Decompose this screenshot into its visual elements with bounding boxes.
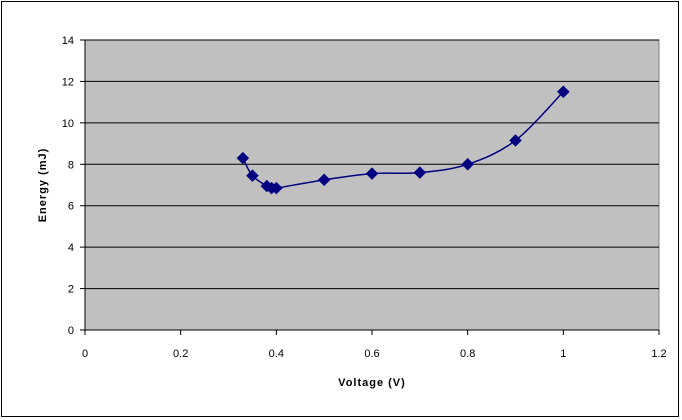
x-tick-label: 0.4	[269, 348, 284, 360]
x-axis-title: Voltage (V)	[338, 377, 406, 389]
plot-area	[84, 39, 660, 331]
x-tick-label: 1	[560, 348, 566, 360]
y-tick-label: 2	[68, 284, 74, 296]
data-point-marker	[461, 157, 475, 171]
data-point-marker	[236, 151, 250, 165]
gridlines	[85, 39, 659, 290]
y-tick-label: 12	[62, 76, 74, 88]
x-tick-label: 0.2	[173, 348, 188, 360]
y-axis-title: Energy (mJ)	[37, 148, 49, 223]
data-point-marker	[246, 169, 259, 183]
y-axis-ticks: 0 2 4 6 8 10 12 14	[62, 35, 85, 337]
y-tick-label: 8	[68, 159, 74, 171]
x-tick-label: 0.8	[460, 348, 475, 360]
data-point-marker	[556, 85, 570, 99]
data-point-marker	[509, 134, 522, 147]
y-tick-label: 0	[68, 325, 74, 337]
x-axis-ticks: 0 0.2 0.4 0.6 0.8 1 1.2	[82, 330, 667, 360]
y-tick-label: 6	[68, 201, 74, 213]
y-tick-label: 4	[68, 242, 74, 254]
x-tick-label: 0	[82, 348, 88, 360]
data-point-marker	[365, 167, 379, 180]
x-tick-label: 0.6	[364, 348, 379, 360]
data-point-marker	[413, 166, 427, 179]
x-tick-label: 1.2	[651, 348, 666, 360]
y-tick-label: 14	[62, 35, 74, 47]
data-point-marker	[317, 173, 331, 187]
data-markers	[236, 85, 570, 195]
y-tick-label: 10	[62, 118, 74, 130]
data-point-marker	[269, 181, 283, 195]
